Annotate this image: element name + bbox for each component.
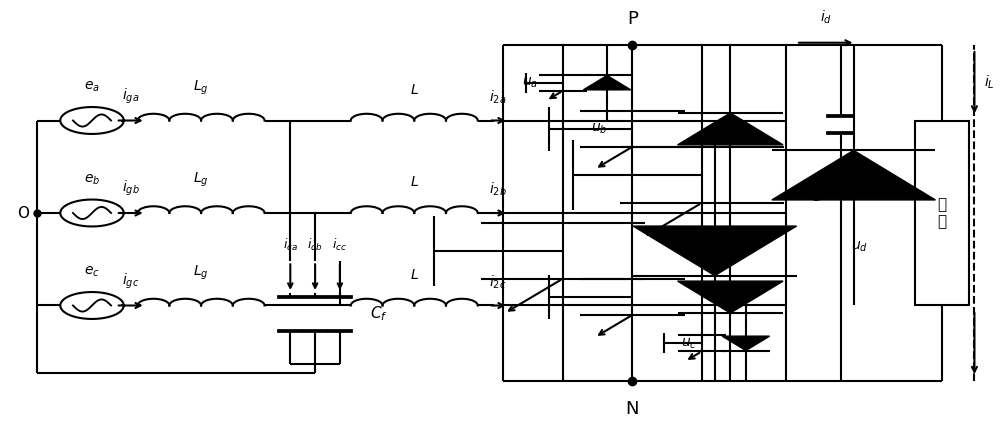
Text: $u_a$: $u_a$: [522, 75, 538, 90]
Text: $i_{ca}$: $i_{ca}$: [283, 237, 298, 253]
Text: $u_b$: $u_b$: [591, 122, 608, 136]
Text: $C_f$: $C_f$: [370, 305, 387, 323]
Text: $L_g$: $L_g$: [193, 171, 209, 190]
Text: $i_{gb}$: $i_{gb}$: [122, 179, 140, 198]
Polygon shape: [722, 336, 770, 351]
Text: $i_{2b}$: $i_{2b}$: [489, 181, 507, 198]
Polygon shape: [583, 75, 631, 90]
Text: $e_c$: $e_c$: [84, 265, 100, 279]
Text: O: O: [18, 205, 30, 221]
Text: $i_{2a}$: $i_{2a}$: [489, 88, 507, 106]
Text: $i_{gc}$: $i_{gc}$: [122, 271, 139, 291]
Polygon shape: [633, 226, 797, 276]
Text: $i_L$: $i_L$: [984, 74, 995, 91]
Text: N: N: [626, 400, 639, 418]
Text: P: P: [627, 10, 638, 28]
Text: $u_d$: $u_d$: [851, 239, 868, 254]
Text: $L_g$: $L_g$: [193, 79, 209, 97]
Text: $i_{cc}$: $i_{cc}$: [332, 237, 347, 253]
Text: 负
载: 负 载: [938, 197, 947, 229]
Text: $u_c$: $u_c$: [681, 336, 697, 351]
Polygon shape: [678, 281, 783, 313]
Text: $L$: $L$: [410, 83, 419, 97]
Text: $L$: $L$: [410, 176, 419, 190]
Text: $e_a$: $e_a$: [84, 80, 100, 95]
Polygon shape: [772, 150, 935, 200]
Text: $i_d$: $i_d$: [820, 9, 832, 26]
Text: $i_{cb}$: $i_{cb}$: [307, 237, 323, 253]
Bar: [915, 121, 969, 305]
Text: $L$: $L$: [410, 268, 419, 282]
Text: $i_{2c}$: $i_{2c}$: [489, 273, 507, 291]
Text: C: C: [810, 189, 821, 204]
Text: $i_{ga}$: $i_{ga}$: [122, 86, 139, 106]
Polygon shape: [678, 113, 783, 145]
Text: $e_b$: $e_b$: [84, 173, 100, 187]
Text: $L_g$: $L_g$: [193, 264, 209, 282]
